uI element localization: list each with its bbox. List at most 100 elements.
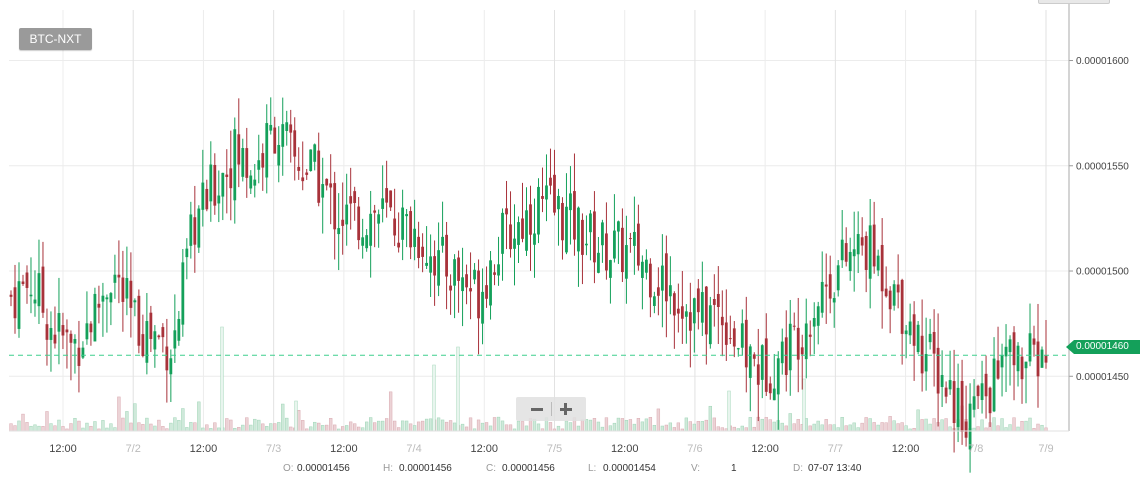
candle-body[interactable] <box>213 164 217 206</box>
candle-body[interactable] <box>732 328 736 347</box>
candle-body[interactable] <box>676 308 680 314</box>
candle-body[interactable] <box>109 293 113 303</box>
candle-body[interactable] <box>956 387 960 427</box>
candle-body[interactable] <box>265 123 269 178</box>
candle-body[interactable] <box>940 375 944 387</box>
candle-body[interactable] <box>285 122 289 131</box>
zoom-in-button[interactable] <box>552 397 580 421</box>
candle-body[interactable] <box>273 127 277 154</box>
candle-body[interactable] <box>632 231 636 246</box>
candle-body[interactable] <box>828 274 832 299</box>
candle-body[interactable] <box>409 211 413 248</box>
candle-body[interactable] <box>457 257 460 281</box>
candle-body[interactable] <box>804 323 808 360</box>
candle-body[interactable] <box>1016 345 1020 372</box>
candle-body[interactable] <box>601 222 604 246</box>
candle-body[interactable] <box>385 188 389 203</box>
candle-body[interactable] <box>433 256 436 276</box>
candle-body[interactable] <box>784 337 788 375</box>
candle-body[interactable] <box>696 288 700 313</box>
candle-body[interactable] <box>413 228 417 247</box>
candle-body[interactable] <box>856 234 860 255</box>
candle-body[interactable] <box>1020 356 1024 380</box>
candle-body[interactable] <box>117 274 121 278</box>
candle-body[interactable] <box>640 261 644 278</box>
candle-body[interactable] <box>916 324 920 353</box>
candle-body[interactable] <box>900 279 904 334</box>
candle-body[interactable] <box>417 236 421 258</box>
candle-body[interactable] <box>129 280 133 308</box>
candle-body[interactable] <box>636 223 640 266</box>
candle-body[interactable] <box>780 341 784 364</box>
candle-body[interactable] <box>876 255 880 271</box>
candle-body[interactable] <box>353 191 357 204</box>
candle-body[interactable] <box>237 134 241 165</box>
candle-body[interactable] <box>493 272 496 275</box>
candle-body[interactable] <box>760 345 764 380</box>
candle-body[interactable] <box>720 316 724 326</box>
candle-body[interactable] <box>561 202 564 241</box>
candle-body[interactable] <box>29 294 33 297</box>
candle-body[interactable] <box>105 297 109 300</box>
candle-body[interactable] <box>345 204 349 225</box>
candle-body[interactable] <box>329 183 333 188</box>
candle-body[interactable] <box>253 179 257 186</box>
candle-body[interactable] <box>708 305 712 345</box>
candle-body[interactable] <box>700 292 704 323</box>
candle-body[interactable] <box>261 153 265 168</box>
candle-body[interactable] <box>217 195 221 204</box>
candle-body[interactable] <box>884 288 888 297</box>
candle-body[interactable] <box>880 244 884 292</box>
candle-body[interactable] <box>820 281 824 313</box>
candle-body[interactable] <box>245 148 249 178</box>
candle-body[interactable] <box>113 274 117 283</box>
candle-body[interactable] <box>1004 346 1008 357</box>
candle-body[interactable] <box>281 124 285 147</box>
candle-body[interactable] <box>545 185 548 200</box>
candle-body[interactable] <box>964 421 968 438</box>
candle-body[interactable] <box>49 328 53 340</box>
top-control[interactable] <box>1038 0 1110 4</box>
candle-body[interactable] <box>289 124 293 133</box>
candle-body[interactable] <box>133 300 137 303</box>
candle-body[interactable] <box>577 207 580 252</box>
candle-body[interactable] <box>613 230 616 259</box>
candle-body[interactable] <box>569 193 572 211</box>
candle-body[interactable] <box>864 235 868 270</box>
candle-body[interactable] <box>832 298 836 303</box>
candle-body[interactable] <box>429 256 432 273</box>
candle-body[interactable] <box>932 331 936 354</box>
candle-body[interactable] <box>77 347 81 366</box>
candle-body[interactable] <box>597 252 600 273</box>
candle-body[interactable] <box>724 322 728 345</box>
candle-body[interactable] <box>349 196 353 204</box>
candle-body[interactable] <box>321 184 325 198</box>
candle-body[interactable] <box>425 262 428 266</box>
candle-body[interactable] <box>748 346 752 378</box>
candle-body[interactable] <box>944 387 948 397</box>
candle-body[interactable] <box>389 190 393 208</box>
candle-body[interactable] <box>888 290 892 310</box>
candle-body[interactable] <box>369 213 373 246</box>
candle-body[interactable] <box>984 373 988 397</box>
candle-body[interactable] <box>553 174 556 213</box>
candle-body[interactable] <box>908 321 912 336</box>
candle-body[interactable] <box>836 265 840 291</box>
candle-body[interactable] <box>968 403 972 450</box>
candle-body[interactable] <box>241 148 245 177</box>
candle-body[interactable] <box>45 324 49 340</box>
candle-body[interactable] <box>593 211 596 263</box>
candle-body[interactable] <box>249 175 253 189</box>
candle-body[interactable] <box>137 295 141 346</box>
candle-body[interactable] <box>800 347 804 355</box>
candle-body[interactable] <box>928 333 932 343</box>
candle-body[interactable] <box>644 259 648 273</box>
candle-body[interactable] <box>357 206 361 241</box>
candle-body[interactable] <box>25 272 29 288</box>
candle-body[interactable] <box>824 284 828 287</box>
candle-body[interactable] <box>996 360 1000 379</box>
candle-body[interactable] <box>972 396 976 410</box>
candle-body[interactable] <box>101 295 105 302</box>
candle-body[interactable] <box>712 299 716 305</box>
